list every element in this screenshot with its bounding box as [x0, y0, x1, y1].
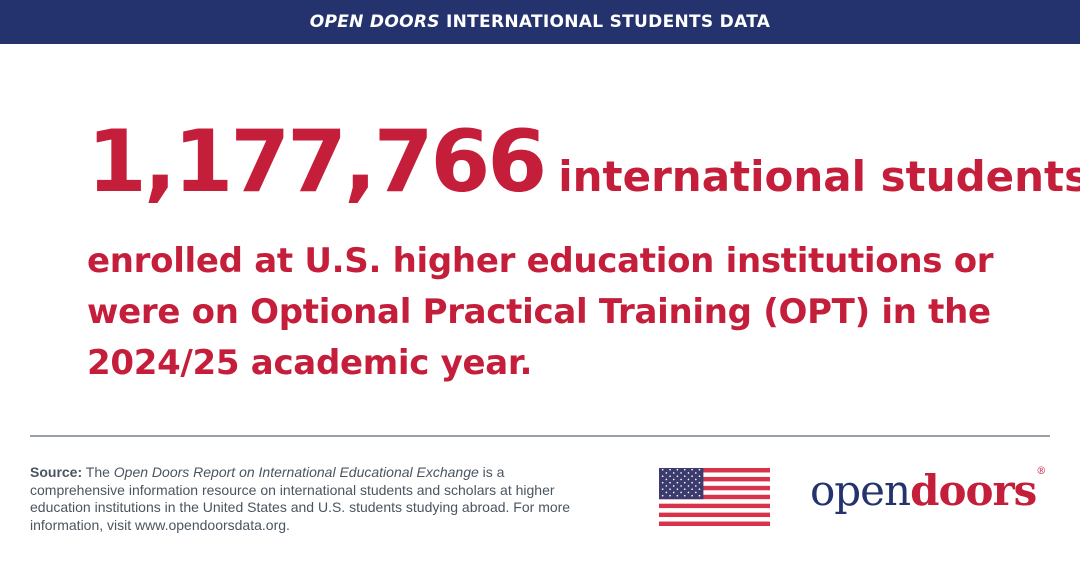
source-pre: The [82, 464, 114, 480]
headline-line3: were on Optional Practical Training (OPT… [87, 292, 991, 332]
source-note: Source: The Open Doors Report on Interna… [30, 464, 600, 534]
headline: 1,177,766 international students enrolled… [87, 112, 1080, 389]
headline-line1: international students [558, 152, 1080, 201]
logo-doors: doors [910, 466, 1037, 515]
opendoors-logo: opendoors® [810, 466, 1046, 515]
source-label: Source: [30, 464, 83, 480]
header-title-italic: OPEN DOORS [309, 12, 440, 32]
logo-open: open [810, 466, 911, 515]
header-title: INTERNATIONAL STUDENTS DATA [439, 12, 771, 32]
headline-line2: enrolled at U.S. higher education instit… [87, 241, 994, 281]
headline-line4: 2024/25 academic year. [87, 343, 533, 383]
student-count: 1,177,766 [87, 112, 547, 212]
registered-mark: ® [1036, 466, 1046, 477]
us-flag-icon [659, 468, 770, 526]
source-text: is a comprehensive information resource … [30, 464, 571, 533]
divider [30, 435, 1050, 437]
report-title: Open Doors Report on International Educa… [113, 464, 479, 480]
header-banner: OPEN DOORS INTERNATIONAL STUDENTS DATA [0, 0, 1080, 44]
